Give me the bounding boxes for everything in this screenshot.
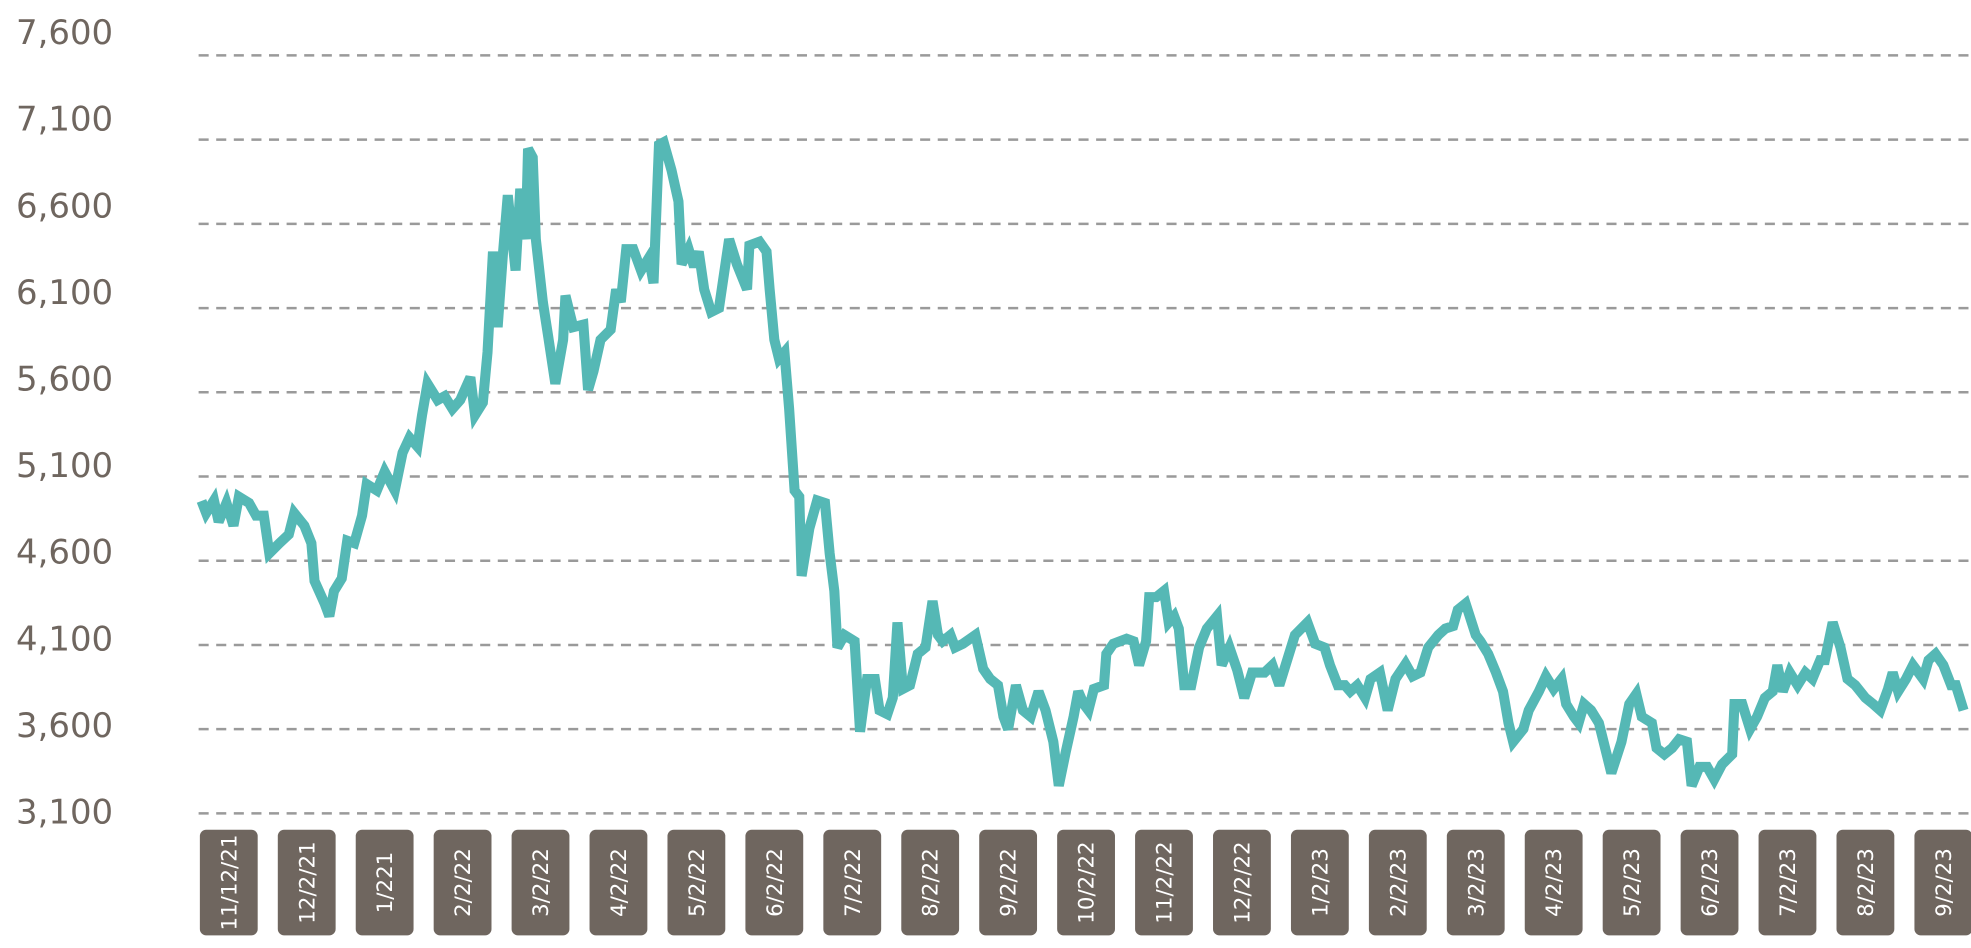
x-tick-label: 7/2/22	[841, 848, 866, 917]
x-tick-label: 4/2/22	[607, 848, 632, 917]
x-tick-label: 5/2/22	[685, 848, 710, 917]
x-tick-box	[1057, 829, 1115, 936]
y-tick-label: 6,100	[16, 274, 113, 313]
x-tick-box	[1914, 829, 1971, 936]
x-tick-label: 3/2/22	[529, 848, 554, 917]
y-tick-label: 4,100	[16, 620, 113, 659]
x-tick-box	[823, 829, 882, 936]
x-tick-box	[1836, 829, 1895, 936]
x-tick-label: 11/2/22	[1153, 841, 1178, 923]
x-tick-label: 8/2/22	[919, 848, 944, 917]
x-tick-label: 7/2/23	[1776, 848, 1801, 917]
x-tick-box	[1290, 829, 1349, 936]
x-tick-label: 9/2/22	[997, 848, 1022, 917]
x-tick-label: 1/221	[373, 852, 398, 914]
price-line	[196, 134, 1969, 790]
x-tick-label: 2/2/23	[1386, 848, 1411, 917]
x-tick-label: 8/2/23	[1854, 848, 1879, 917]
x-tick-box	[745, 829, 804, 936]
x-tick-label: 2/2/22	[451, 848, 476, 917]
y-tick-label: 7,100	[16, 101, 113, 140]
x-tick-label: 4/2/23	[1542, 848, 1567, 917]
x-tick-box	[1368, 829, 1427, 936]
x-tick-box	[901, 829, 960, 936]
x-tick-box	[1446, 829, 1505, 936]
x-tick-label: 9/2/23	[1932, 848, 1957, 917]
x-tick-box	[511, 829, 570, 936]
x-tick-label: 3/2/23	[1464, 848, 1489, 917]
x-tick-label: 12/2/21	[295, 841, 320, 923]
x-tick-box	[277, 829, 336, 936]
x-tick-box	[1524, 829, 1583, 936]
y-tick-label: 3,600	[16, 707, 113, 746]
x-tick-box	[1758, 829, 1817, 936]
x-tick-box	[355, 829, 414, 936]
y-tick-label: 3,100	[16, 793, 113, 832]
y-tick-label: 6,600	[16, 187, 113, 226]
x-tick-box	[1680, 829, 1739, 936]
x-tick-box	[1213, 829, 1271, 936]
y-tick-label: 4,600	[16, 534, 113, 573]
x-tick-box	[1135, 829, 1193, 936]
y-tick-label: 7,600	[16, 14, 113, 53]
x-tick-label: 11/12/21	[217, 835, 242, 931]
x-tick-box	[199, 829, 258, 936]
x-tick-label: 10/2/22	[1075, 841, 1100, 923]
x-tick-box	[589, 829, 648, 936]
x-tick-label: 5/2/23	[1620, 848, 1645, 917]
x-tick-label: 6/2/22	[763, 848, 788, 917]
x-tick-box	[667, 829, 726, 936]
x-tick-label: 6/2/23	[1698, 848, 1723, 917]
y-tick-label: 5,600	[16, 360, 113, 399]
x-tick-label: 12/2/22	[1230, 841, 1255, 923]
x-tick-label: 1/2/23	[1308, 848, 1333, 917]
y-tick-label: 5,100	[16, 447, 113, 486]
x-tick-box	[979, 829, 1038, 936]
x-tick-box	[433, 829, 492, 936]
x-tick-box	[1602, 829, 1661, 936]
